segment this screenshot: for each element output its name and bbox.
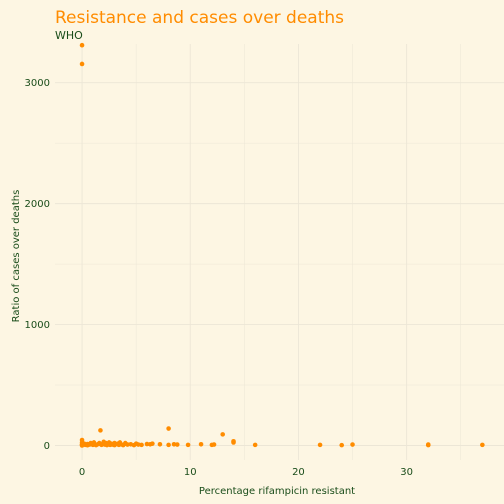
- data-point: [252, 442, 258, 448]
- data-point: [211, 442, 217, 447]
- y-tick-label: 2000: [25, 199, 50, 210]
- data-points: [79, 42, 485, 448]
- y-tick-label: 3000: [25, 78, 50, 89]
- data-point: [79, 42, 85, 48]
- data-point: [157, 441, 163, 447]
- data-point: [350, 442, 355, 447]
- data-point: [198, 441, 204, 447]
- data-point: [139, 442, 144, 448]
- data-point: [98, 428, 103, 433]
- x-tick-label: 30: [400, 467, 413, 478]
- data-point: [166, 442, 171, 448]
- data-point: [231, 438, 236, 444]
- chart-title: Resistance and cases over deaths: [55, 8, 344, 28]
- chart-subtitle: WHO: [55, 29, 83, 42]
- data-point: [317, 442, 323, 448]
- data-point: [174, 442, 180, 447]
- data-point: [150, 441, 155, 446]
- grid-lines: [55, 44, 504, 460]
- y-tick-label: 1000: [25, 320, 50, 331]
- x-tick-label: 10: [184, 467, 197, 478]
- x-axis-label: Percentage rifampicin resistant: [199, 486, 355, 497]
- data-point: [425, 442, 431, 448]
- y-axis-ticks: 0 1000 2000 3000: [25, 78, 50, 452]
- data-point: [79, 61, 85, 67]
- y-tick-label: 0: [44, 441, 50, 452]
- data-point: [220, 432, 225, 437]
- x-tick-label: 20: [292, 467, 305, 478]
- data-point: [480, 442, 485, 448]
- x-tick-label: 0: [79, 467, 85, 478]
- y-axis-label: Ratio of cases over deaths: [11, 190, 22, 323]
- data-point: [166, 426, 171, 431]
- x-axis-ticks: 0 10 20 30: [79, 467, 413, 478]
- data-point: [339, 442, 345, 448]
- data-point: [185, 442, 191, 448]
